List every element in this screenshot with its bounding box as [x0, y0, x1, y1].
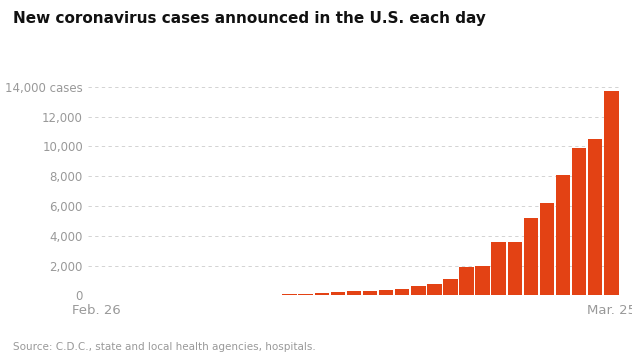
Bar: [540, 203, 554, 295]
Bar: [604, 91, 619, 295]
Bar: [492, 242, 506, 295]
Bar: [395, 289, 410, 295]
Bar: [507, 242, 522, 295]
Bar: [556, 175, 570, 295]
Bar: [572, 148, 586, 295]
Bar: [524, 218, 538, 295]
Bar: [379, 290, 393, 295]
Bar: [331, 292, 345, 295]
Bar: [363, 291, 377, 295]
Bar: [443, 279, 458, 295]
Bar: [298, 294, 313, 295]
Text: New coronavirus cases announced in the U.S. each day: New coronavirus cases announced in the U…: [13, 11, 485, 26]
Bar: [283, 294, 297, 295]
Bar: [588, 139, 602, 295]
Bar: [475, 266, 490, 295]
Bar: [347, 292, 361, 295]
Bar: [411, 286, 425, 295]
Bar: [459, 267, 474, 295]
Bar: [427, 284, 442, 295]
Text: Source: C.D.C., state and local health agencies, hospitals.: Source: C.D.C., state and local health a…: [13, 342, 315, 352]
Bar: [315, 293, 329, 295]
